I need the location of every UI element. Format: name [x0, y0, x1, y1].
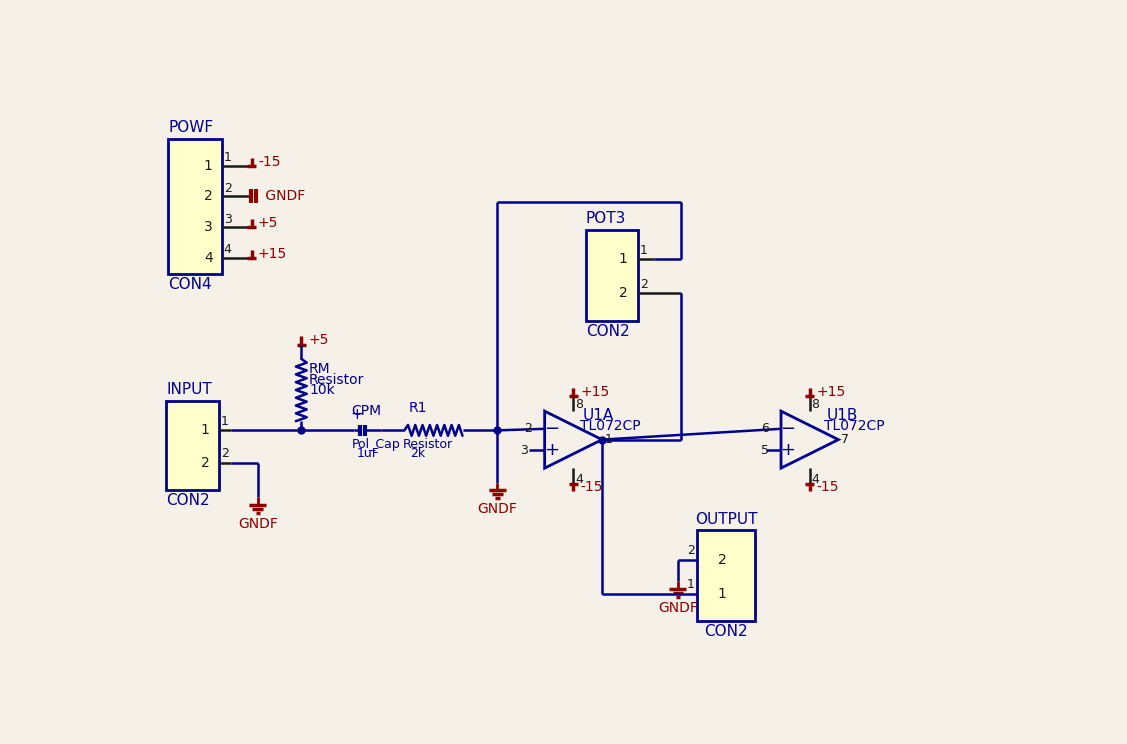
Text: -15: -15 — [258, 155, 281, 169]
Text: 1: 1 — [718, 586, 727, 600]
Text: CPM: CPM — [352, 404, 382, 418]
Text: −: − — [780, 420, 796, 437]
Text: 3: 3 — [204, 220, 213, 234]
Text: 2k: 2k — [410, 447, 426, 461]
Text: 5: 5 — [761, 444, 769, 457]
Text: +5: +5 — [258, 217, 278, 230]
Text: 2: 2 — [224, 182, 232, 195]
Text: 4: 4 — [811, 472, 819, 486]
Text: 1: 1 — [640, 244, 648, 257]
Text: 4: 4 — [204, 251, 213, 265]
Text: +5: +5 — [309, 333, 329, 347]
Text: 2: 2 — [619, 286, 628, 301]
Text: U1A: U1A — [583, 408, 614, 423]
Text: 8: 8 — [811, 399, 819, 411]
Text: 10k: 10k — [309, 383, 335, 397]
Text: POT3: POT3 — [586, 211, 627, 226]
Text: RM: RM — [309, 362, 330, 376]
Bar — [167, 401, 219, 490]
Text: +: + — [781, 441, 796, 460]
Text: TL072CP: TL072CP — [824, 420, 885, 434]
Text: 1: 1 — [201, 423, 210, 437]
Text: 1: 1 — [619, 252, 628, 266]
Text: 2: 2 — [718, 553, 727, 567]
Text: GNDF: GNDF — [658, 600, 698, 615]
Text: +: + — [350, 407, 364, 422]
Text: 1: 1 — [221, 415, 229, 428]
Text: Pol_Cap: Pol_Cap — [352, 438, 400, 451]
Text: -15: -15 — [580, 481, 603, 494]
Text: 1: 1 — [224, 151, 232, 164]
Text: POWF: POWF — [168, 121, 213, 135]
Text: 2: 2 — [687, 545, 695, 557]
Text: TL072CP: TL072CP — [579, 420, 640, 434]
Text: 6: 6 — [761, 423, 769, 435]
Text: 3: 3 — [520, 444, 527, 457]
Text: 1: 1 — [687, 578, 695, 591]
Text: Resistor: Resistor — [402, 438, 453, 451]
Text: OUTPUT: OUTPUT — [694, 512, 757, 527]
Text: 4: 4 — [575, 472, 583, 486]
Text: 1: 1 — [204, 158, 213, 173]
Text: -15: -15 — [817, 481, 840, 494]
Bar — [586, 230, 638, 321]
Text: 2: 2 — [221, 447, 229, 461]
Bar — [698, 530, 755, 621]
Text: 8: 8 — [575, 399, 583, 411]
Text: CON4: CON4 — [168, 278, 212, 292]
Text: 3: 3 — [224, 213, 232, 225]
Text: +15: +15 — [817, 385, 846, 399]
Text: R1: R1 — [408, 401, 427, 415]
Text: +: + — [544, 441, 559, 460]
Text: 7: 7 — [841, 433, 849, 446]
Text: CON2: CON2 — [704, 624, 748, 639]
Text: +15: +15 — [258, 247, 287, 261]
Text: GNDF: GNDF — [478, 502, 517, 516]
Bar — [168, 139, 222, 274]
Text: 2: 2 — [524, 423, 532, 435]
Text: GNDF: GNDF — [238, 516, 278, 530]
Text: 4: 4 — [224, 243, 232, 257]
Text: Resistor: Resistor — [309, 373, 364, 387]
Text: CON2: CON2 — [586, 324, 629, 339]
Text: CON2: CON2 — [167, 493, 210, 507]
Text: 2: 2 — [204, 189, 213, 203]
Text: INPUT: INPUT — [167, 382, 212, 397]
Text: 2: 2 — [640, 278, 648, 291]
Text: −: − — [544, 420, 559, 437]
Text: 2: 2 — [201, 456, 210, 469]
Text: 1uF: 1uF — [356, 447, 379, 461]
Text: GNDF: GNDF — [261, 189, 305, 203]
Text: U1B: U1B — [827, 408, 858, 423]
Text: 1: 1 — [604, 433, 612, 446]
Text: +15: +15 — [580, 385, 610, 399]
